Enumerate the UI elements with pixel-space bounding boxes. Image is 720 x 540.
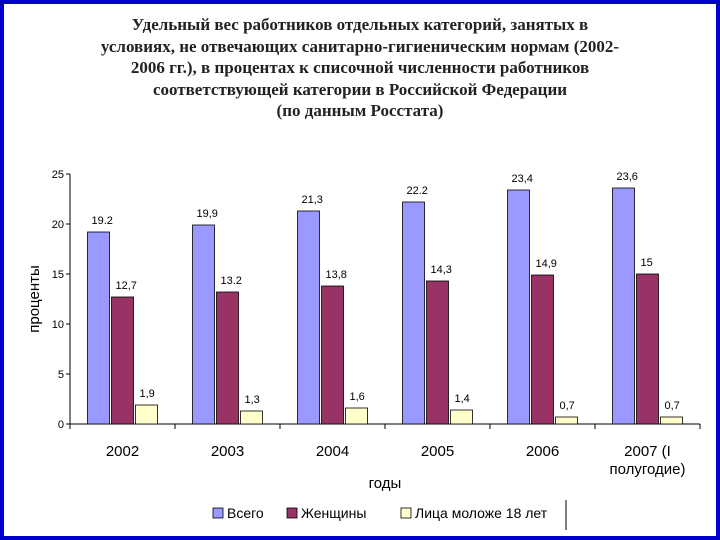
data-label: 13.2 — [221, 275, 242, 287]
x-tick-label: 2007 (I — [624, 443, 671, 460]
data-label: 1,6 — [350, 391, 365, 403]
bar-2 — [636, 273, 659, 425]
y-tick-label: 0 — [58, 419, 64, 431]
bar-1 — [507, 189, 530, 425]
x-tick-label: 2003 — [211, 443, 244, 460]
data-label: 21,3 — [302, 194, 323, 206]
title-line-1: Удельный вес работников отдельных катего… — [131, 15, 589, 34]
y-tick-label: 20 — [52, 219, 64, 231]
bar-2 — [531, 274, 554, 425]
data-label: 14,9 — [536, 258, 557, 270]
x-axis-title: годы — [369, 475, 402, 492]
title-line-5: (по данным Росстата) — [276, 101, 444, 120]
y-axis-title: проценты — [26, 265, 43, 333]
bar-3 — [345, 407, 368, 425]
bar-3 — [555, 416, 578, 425]
chart-title: Удельный вес работников отдельных катего… — [40, 14, 680, 122]
bar-2 — [321, 285, 344, 425]
y-tick-label: 25 — [52, 169, 64, 181]
bar-3 — [135, 404, 158, 425]
x-tick-label: 2002 — [106, 443, 139, 460]
y-tick-label: 15 — [52, 269, 64, 281]
data-label: 13,8 — [326, 269, 347, 281]
y-tick-label: 5 — [58, 369, 64, 381]
data-label: 1,9 — [140, 388, 155, 400]
data-label: 23,6 — [617, 171, 638, 183]
bar-1 — [402, 201, 425, 425]
x-tick-label: полугодие) — [609, 461, 685, 478]
x-tick-label: 2004 — [316, 443, 349, 460]
bar-3 — [450, 409, 473, 425]
legend-swatch-1 — [212, 507, 224, 519]
bar-2 — [216, 291, 239, 425]
x-tick-label: 2006 — [526, 443, 559, 460]
legend-swatch-3 — [400, 507, 412, 519]
bar-3 — [660, 416, 683, 425]
legend-label-2: Женщины — [301, 505, 366, 521]
bar-1 — [192, 224, 215, 425]
bar-1 — [612, 187, 635, 425]
x-tick-label: 2005 — [421, 443, 454, 460]
bar-2 — [111, 296, 134, 425]
bar-1 — [297, 210, 320, 425]
data-label: 14,3 — [431, 264, 452, 276]
data-label: 22.2 — [407, 185, 428, 197]
data-label: 19,9 — [197, 208, 218, 220]
data-label: 0,7 — [560, 400, 575, 412]
data-label: 0,7 — [665, 400, 680, 412]
legend-swatch-2 — [286, 507, 298, 519]
data-label: 12,7 — [116, 280, 137, 292]
legend-label-3: Лица моложе 18 лет — [415, 505, 548, 521]
bar-3 — [240, 410, 263, 425]
data-label: 1,3 — [245, 394, 260, 406]
title-line-3: 2006 гг.), в процентах к списочной числе… — [130, 58, 590, 77]
title-line-2: условиях, не отвечающих санитарно-гигиен… — [100, 36, 620, 56]
title-line-4: соответствующей категории в Российской Ф… — [152, 79, 568, 99]
data-label: 23,4 — [512, 173, 533, 185]
y-tick-label: 10 — [52, 319, 64, 331]
bar-2 — [426, 280, 449, 425]
data-label: 1,4 — [455, 393, 470, 405]
bar-1 — [87, 231, 110, 425]
legend-label-1: Всего — [227, 505, 264, 521]
data-label: 19.2 — [92, 215, 113, 227]
data-label: 15 — [641, 257, 653, 269]
